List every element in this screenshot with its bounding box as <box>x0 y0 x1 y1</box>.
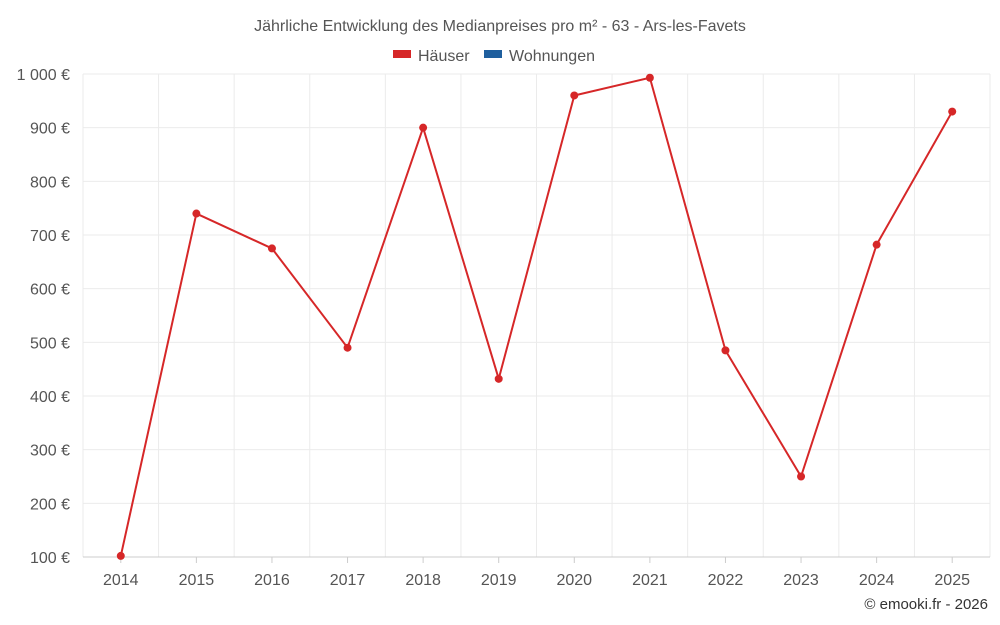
y-axis: 100 € 200 € 300 € 400 € 500 € 600 € 700 € 800 €… <box>17 67 70 567</box>
x-tick-label: 2015 <box>179 572 215 589</box>
x-tick-label: 2017 <box>330 572 366 589</box>
y-tick-label: 400 € <box>30 389 70 406</box>
x-tick-label: 2021 <box>632 572 668 589</box>
x-tick-label: 2022 <box>708 572 744 589</box>
data-point-2019[interactable] <box>494 374 503 383</box>
y-tick-label: 1 000 € <box>17 67 70 84</box>
chart-title: Jährliche Entwicklung des Medianpreises … <box>254 18 746 35</box>
x-tick-label: 2019 <box>481 572 517 589</box>
y-tick-label: 600 € <box>30 282 70 299</box>
legend-label-apartments: Wohnungen <box>509 48 595 65</box>
x-tick-label: 2020 <box>556 572 592 589</box>
data-point-2023[interactable] <box>797 472 806 481</box>
x-tick-label: 2016 <box>254 572 290 589</box>
legend-item-houses[interactable]: Häuser <box>393 48 470 65</box>
y-tick-label: 100 € <box>30 550 70 567</box>
x-tick-label: 2014 <box>103 572 139 589</box>
legend-swatch-houses <box>393 50 411 58</box>
y-tick-label: 200 € <box>30 496 70 513</box>
y-tick-label: 800 € <box>30 174 70 191</box>
data-point-2016[interactable] <box>267 244 276 253</box>
x-axis: 2014 2015 2016 2017 2018 2019 2020 2021 2022 2023… <box>83 556 990 589</box>
series-line-houses <box>119 76 954 557</box>
credit-text: © emooki.fr - 2026 <box>864 596 988 613</box>
series-houses <box>116 73 957 560</box>
data-point-2021[interactable] <box>645 73 654 82</box>
y-tick-label: 300 € <box>30 443 70 460</box>
x-tick-label: 2018 <box>405 572 441 589</box>
data-point-2015[interactable] <box>192 209 201 218</box>
data-point-2022[interactable] <box>721 346 730 355</box>
y-tick-label: 700 € <box>30 228 70 245</box>
y-tick-label: 500 € <box>30 335 70 352</box>
grid <box>82 73 991 558</box>
data-point-2017[interactable] <box>343 343 352 352</box>
data-point-2025[interactable] <box>948 107 957 116</box>
legend: Häuser Wohnungen <box>393 48 595 65</box>
y-tick-label: 900 € <box>30 121 70 138</box>
x-tick-label: 2024 <box>859 572 895 589</box>
data-point-2014[interactable] <box>116 551 125 560</box>
data-point-2018[interactable] <box>419 123 428 132</box>
x-tick-label: 2025 <box>934 572 970 589</box>
x-tick-label: 2023 <box>783 572 819 589</box>
data-point-2020[interactable] <box>570 91 579 100</box>
legend-label-houses: Häuser <box>418 48 470 65</box>
legend-item-apartments[interactable]: Wohnungen <box>484 48 595 65</box>
data-point-2024[interactable] <box>872 240 881 249</box>
legend-swatch-apartments <box>484 50 502 58</box>
